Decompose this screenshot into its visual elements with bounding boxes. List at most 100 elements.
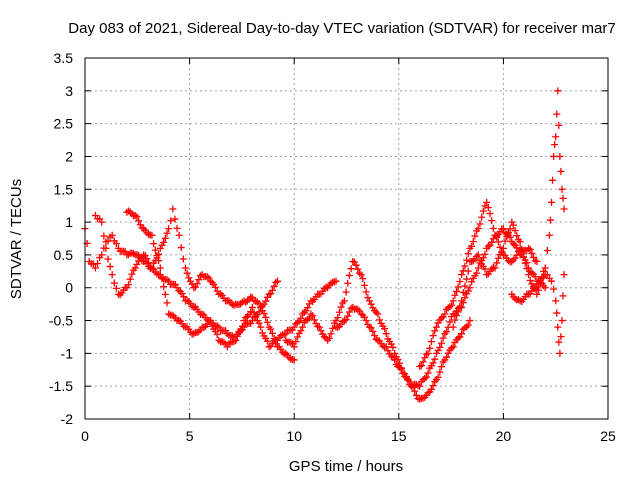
satellite-track-8: [508, 271, 568, 357]
data-point: [469, 237, 477, 245]
data-point: [439, 334, 447, 342]
data-point: [104, 255, 112, 263]
data-point: [466, 284, 474, 292]
data-point: [506, 225, 514, 233]
data-point: [421, 374, 429, 382]
data-point: [459, 288, 467, 296]
data-point: [110, 279, 118, 287]
data-point: [314, 322, 322, 330]
data-point: [248, 294, 256, 302]
data-point: [411, 387, 419, 395]
data-point: [493, 233, 501, 241]
y-tick-label: 1.5: [54, 181, 74, 197]
data-point: [212, 283, 220, 291]
data-point: [387, 340, 395, 348]
satellite-track-2: [91, 205, 298, 364]
x-tick-label: 5: [186, 428, 194, 444]
data-point: [448, 344, 456, 352]
data-point: [402, 374, 410, 382]
data-point: [335, 308, 343, 316]
data-point: [287, 338, 295, 346]
data-point: [526, 245, 534, 253]
data-point: [372, 308, 380, 316]
data-point: [396, 363, 404, 371]
data-point: [108, 231, 116, 239]
data-point: [253, 298, 261, 306]
data-point: [340, 297, 348, 305]
data-point: [155, 250, 163, 258]
data-point: [429, 359, 437, 367]
data-point: [496, 243, 504, 251]
data-point: [205, 274, 213, 282]
data-point: [125, 281, 133, 289]
data-point: [327, 330, 335, 338]
data-point: [530, 285, 538, 293]
data-point: [382, 343, 390, 351]
data-point: [349, 303, 357, 311]
data-point: [156, 264, 164, 272]
data-point: [458, 271, 466, 279]
data-point: [559, 292, 567, 300]
data-point: [442, 353, 450, 361]
data-point: [456, 278, 464, 286]
data-point: [484, 242, 492, 250]
data-point: [112, 240, 120, 248]
data-point: [213, 330, 221, 338]
data-point: [399, 369, 407, 377]
data-point: [367, 300, 375, 308]
data-point: [255, 319, 263, 327]
data-point: [463, 256, 471, 264]
data-point: [207, 317, 215, 325]
data-point: [555, 338, 563, 346]
data-point: [263, 293, 271, 301]
data-point: [551, 141, 559, 149]
data-point: [160, 283, 168, 291]
data-point: [488, 238, 496, 246]
data-point: [545, 231, 553, 239]
data-point: [432, 323, 440, 331]
data-point: [453, 312, 461, 320]
data-point: [504, 229, 512, 237]
data-points: [81, 87, 568, 403]
data-point: [207, 277, 215, 285]
data-point: [133, 213, 141, 221]
data-point: [488, 217, 496, 225]
data-point: [556, 349, 564, 357]
satellite-track-4: [282, 257, 474, 403]
data-point: [531, 257, 539, 265]
satellite-track-5: [332, 225, 541, 390]
data-point: [518, 245, 526, 253]
data-point: [374, 336, 382, 344]
data-point: [494, 238, 502, 246]
data-point: [391, 356, 399, 364]
data-point: [94, 259, 102, 267]
data-point: [163, 299, 171, 307]
data-point: [156, 271, 164, 279]
data-point: [158, 275, 166, 283]
data-point: [262, 313, 270, 321]
data-point: [100, 232, 108, 240]
data-point: [294, 333, 302, 341]
data-point: [148, 231, 156, 239]
data-point: [242, 298, 250, 306]
data-point: [508, 218, 516, 226]
data-point: [412, 381, 420, 389]
data-point: [533, 284, 541, 292]
data-point: [519, 253, 527, 261]
data-point: [543, 246, 551, 254]
data-point: [345, 308, 353, 316]
data-point: [309, 312, 317, 320]
data-point: [89, 260, 97, 268]
data-point: [434, 346, 442, 354]
data-point: [474, 264, 482, 272]
data-point: [161, 234, 169, 242]
data-point: [357, 310, 365, 318]
data-point: [347, 265, 355, 273]
data-point: [554, 323, 562, 331]
data-point: [171, 215, 179, 223]
data-point: [553, 309, 561, 317]
data-point: [215, 323, 223, 331]
data-point: [297, 314, 305, 322]
data-point: [195, 276, 203, 284]
